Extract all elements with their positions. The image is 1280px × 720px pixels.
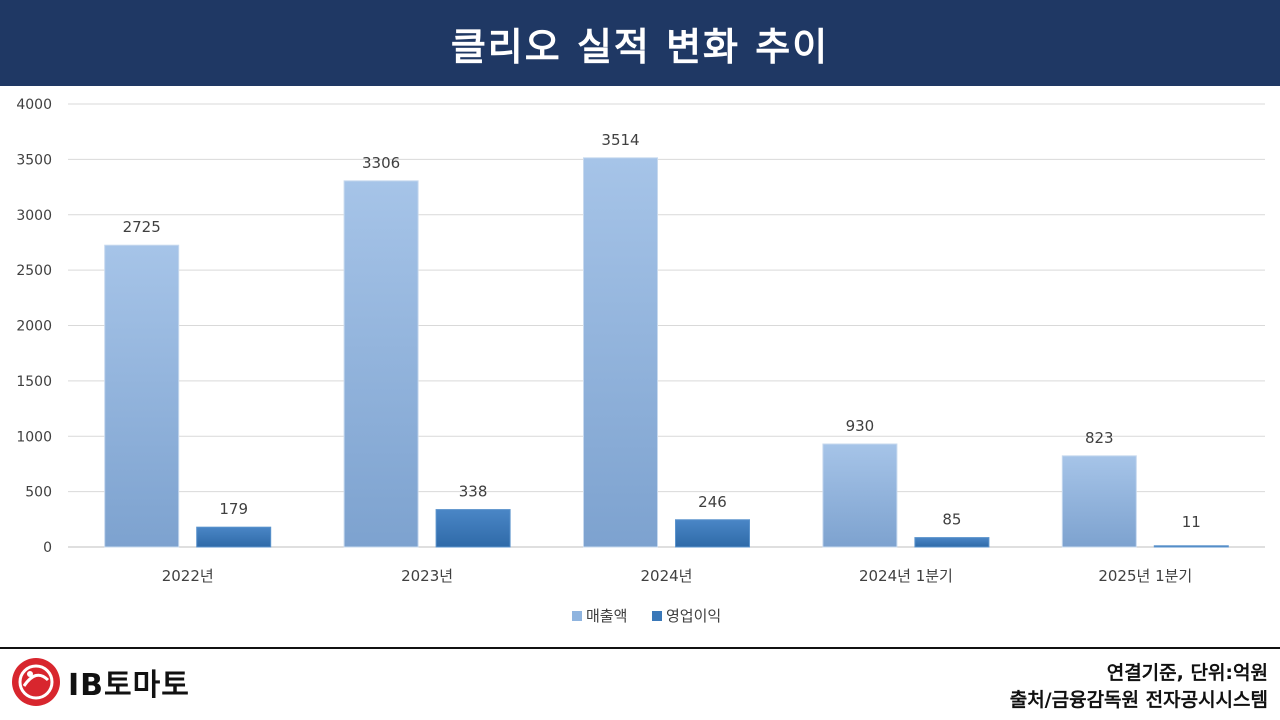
bar-operating-profit <box>914 537 990 548</box>
x-category-label: 2023년 <box>401 567 453 585</box>
x-category-label: 2022년 <box>162 567 214 585</box>
legend: 매출액 영업이익 <box>572 607 721 625</box>
x-category-label: 2025년 1분기 <box>1098 567 1192 585</box>
x-axis-categories: 2022년 2023년 2024년 2024년 1분기 2025년 1분기 <box>162 567 1193 585</box>
data-label: 85 <box>942 511 961 529</box>
title-bar: 클리오 실적 변화 추이 <box>0 0 1280 86</box>
bars <box>104 157 1229 548</box>
legend-swatch <box>652 611 662 621</box>
y-tick-label: 2000 <box>16 319 52 335</box>
data-label: 179 <box>219 500 248 518</box>
ib-tomato-logo: IB토마토 <box>10 654 250 710</box>
chart-title: 클리오 실적 변화 추이 <box>450 24 830 69</box>
bar-revenue <box>583 157 658 548</box>
y-tick-label: 1000 <box>16 429 52 445</box>
y-tick-label: 2500 <box>16 263 52 279</box>
bar-operating-profit <box>196 526 272 548</box>
data-label: 3306 <box>362 154 400 172</box>
footer-notes: 연결기준, 단위:억원 출처/금융감독원 전자공시시스템 <box>1010 660 1268 714</box>
legend-swatch <box>572 611 582 621</box>
data-label: 930 <box>846 417 875 435</box>
bar-revenue <box>822 443 898 548</box>
tomato-logo-icon <box>12 658 60 706</box>
x-category-label: 2024년 1분기 <box>859 567 953 585</box>
data-label: 823 <box>1085 429 1114 447</box>
bar-revenue <box>343 180 419 548</box>
note-basis: 연결기준, 단위:억원 <box>1106 662 1268 684</box>
footer-divider <box>0 647 1280 649</box>
bar-revenue <box>1061 455 1137 548</box>
y-tick-label: 4000 <box>16 97 52 113</box>
data-label: 246 <box>698 493 727 511</box>
y-tick-label: 1500 <box>16 374 52 390</box>
y-axis-ticks: 0 500 1000 1500 2000 2500 3000 3500 4000 <box>16 97 52 556</box>
y-tick-label: 0 <box>43 540 52 556</box>
legend-label: 매출액 <box>586 607 627 625</box>
y-tick-label: 3500 <box>16 152 52 168</box>
data-label: 2725 <box>123 218 161 236</box>
note-source: 출처/금융감독원 전자공시시스템 <box>1009 689 1268 711</box>
x-category-label: 2024년 <box>641 567 693 585</box>
y-tick-label: 500 <box>25 485 52 501</box>
data-label: 11 <box>1182 513 1201 531</box>
data-label: 3514 <box>601 131 639 149</box>
logo-text: IB토마토 <box>68 668 190 703</box>
bar-operating-profit <box>435 509 511 548</box>
legend-label: 영업이익 <box>666 607 721 625</box>
bar-operating-profit <box>1153 545 1229 548</box>
bar-operating-profit <box>675 519 750 548</box>
data-labels: 2725 179 3306 338 3514 246 930 85 823 11 <box>123 131 1201 531</box>
bar-revenue <box>104 244 180 548</box>
data-label: 338 <box>459 483 488 501</box>
gridlines <box>68 103 1265 548</box>
y-tick-label: 3000 <box>16 208 52 224</box>
chart: 0 500 1000 1500 2000 2500 3000 3500 4000 2725 179… <box>16 97 1265 625</box>
